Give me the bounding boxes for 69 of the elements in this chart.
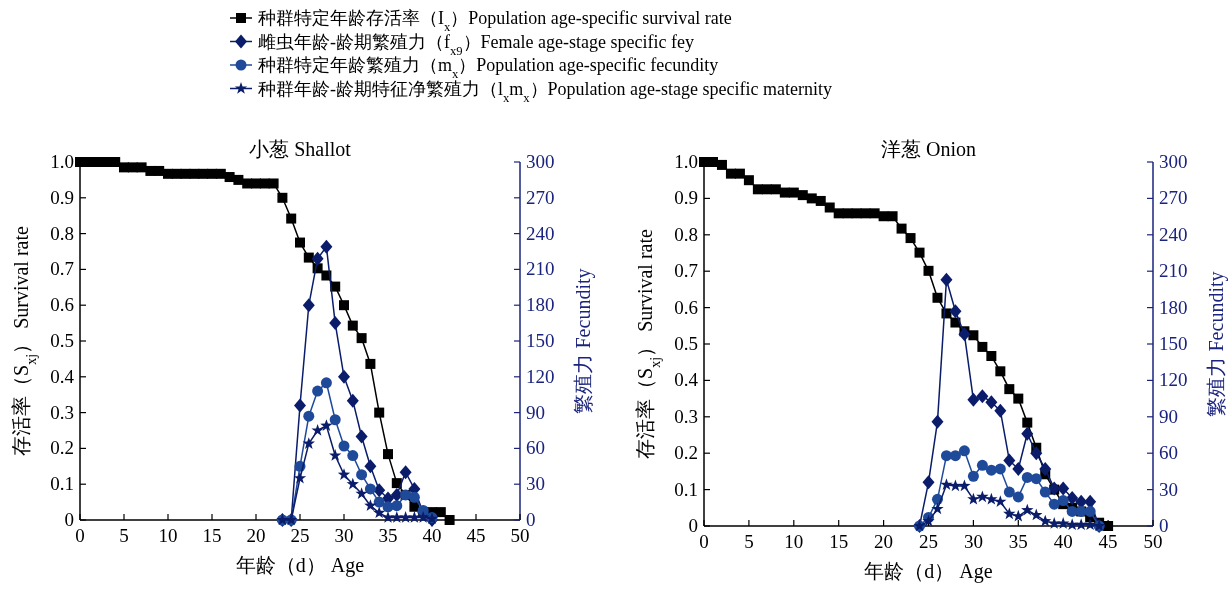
y2-tick-label: 300: [1159, 151, 1188, 172]
x-tick-label: 50: [1143, 531, 1163, 552]
y-tick-label: 0.3: [50, 401, 74, 423]
y-tick-label: 0.7: [674, 260, 698, 282]
y2-tick-label: 120: [526, 365, 555, 387]
x-tick-label: 35: [1008, 531, 1028, 552]
x-axis-title: 年龄（d） Age: [864, 560, 993, 583]
y2-tick-label: 180: [526, 294, 555, 316]
y2-tick-label: 90: [1159, 405, 1178, 427]
chart-title: 小葱 Shallot: [249, 138, 352, 160]
x-tick-label: 5: [119, 525, 129, 546]
y2-tick-label: 90: [526, 401, 545, 423]
y2-axis-title: 繁殖力 Fecundity: [572, 268, 595, 414]
x-tick-label: 45: [466, 525, 486, 546]
y-tick-label: 0.7: [50, 258, 74, 280]
y-tick-label: 0.6: [50, 294, 74, 316]
y-tick-label: 0.9: [50, 186, 74, 208]
y2-tick-label: 30: [1159, 478, 1178, 500]
x-tick-label: 30: [963, 531, 983, 552]
y-tick-label: 0.1: [50, 473, 74, 495]
y-tick-label: 1.0: [50, 151, 74, 172]
y2-tick-label: 300: [526, 151, 555, 172]
x-tick-label: 15: [829, 531, 849, 552]
y2-tick-label: 210: [1159, 260, 1188, 282]
x-tick-label: 45: [1098, 531, 1118, 552]
y-tick-label: 0.8: [50, 222, 74, 244]
y-tick-label: 0.2: [674, 442, 698, 464]
y-tick-label: 0.6: [674, 296, 698, 318]
x-tick-label: 20: [874, 531, 894, 552]
x-tick-label: 10: [784, 531, 804, 552]
y2-tick-label: 240: [526, 222, 555, 244]
y-tick-label: 0.4: [50, 365, 75, 387]
legend-label: 种群年龄-龄期特征净繁殖力（l$_{x}$m$_{x}$）Population age-stage specific maternity: [258, 78, 833, 105]
x-tick-label: 5: [744, 531, 754, 552]
y-tick-label: 0.2: [50, 437, 74, 459]
y2-tick-label: 210: [526, 258, 555, 280]
x-tick-label: 10: [158, 525, 178, 546]
x-tick-label: 25: [290, 525, 310, 546]
y2-tick-label: 60: [1159, 442, 1178, 464]
legend-label: 种群特定年龄存活率（I$_{x}$）Population age-specific survival rate: [258, 8, 732, 34]
y2-axis-title: 繁殖力 Fecundity: [1205, 271, 1228, 417]
x-tick-label: 35: [378, 525, 398, 546]
y2-tick-label: 240: [1159, 223, 1188, 245]
x-tick-label: 40: [1053, 531, 1073, 552]
x-tick-label: 25: [919, 531, 938, 552]
y-tick-label: 0.9: [674, 187, 698, 209]
y-tick-label: 0: [64, 509, 74, 530]
y-tick-label: 0.4: [674, 369, 699, 391]
y-tick-label: 0.1: [674, 478, 698, 500]
y-tick-label: 0.5: [674, 333, 698, 354]
y2-tick-label: 270: [526, 186, 555, 208]
legend-label: 种群特定年龄繁殖力（m$_{x}$）Population age-specific fecundity: [258, 55, 719, 81]
y-tick-label: 1.0: [674, 151, 698, 172]
y2-tick-label: 270: [1159, 187, 1188, 209]
y2-tick-label: 180: [1159, 296, 1188, 318]
x-axis-title: 年龄（d） Age: [235, 554, 365, 577]
y2-tick-label: 60: [526, 437, 545, 459]
y-tick-label: 0.5: [50, 330, 74, 351]
y2-tick-label: 30: [526, 473, 545, 495]
x-tick-label: 15: [202, 525, 222, 546]
chart-title: 洋葱 Onion: [881, 138, 976, 160]
y-tick-label: 0.8: [674, 223, 698, 245]
x-tick-label: 30: [334, 525, 354, 546]
y2-tick-label: 120: [1159, 369, 1188, 391]
y2-tick-label: 150: [1159, 333, 1188, 354]
y2-tick-label: 150: [526, 330, 555, 351]
y-tick-label: 0.3: [674, 405, 698, 427]
x-tick-label: 20: [246, 525, 266, 546]
x-tick-label: 40: [422, 525, 442, 546]
